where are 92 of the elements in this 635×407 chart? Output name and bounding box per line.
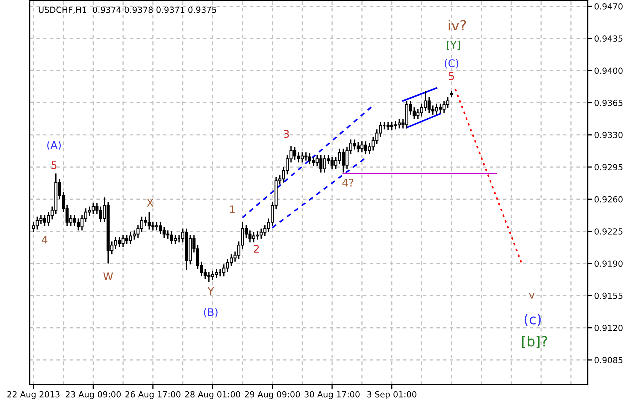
annotation: W (104, 272, 114, 280)
x-tick-label: 30 Aug 17:00 (304, 391, 360, 400)
candlestick (338, 148, 342, 166)
candlestick (300, 152, 304, 164)
candlestick (252, 232, 256, 244)
candlestick (327, 154, 330, 166)
candlestick (144, 216, 148, 227)
candlestick (293, 146, 297, 161)
candlestick (364, 140, 368, 156)
annotation: [b]? (522, 336, 548, 348)
candlestick (99, 206, 102, 224)
annotation: 3 (284, 130, 290, 138)
candlestick (92, 202, 95, 215)
candlestick (76, 218, 80, 232)
candlestick (122, 234, 125, 248)
candlestick (308, 152, 312, 166)
candlestick (356, 142, 360, 154)
y-tick-label: 0.9190 (594, 260, 623, 268)
candlestick (379, 122, 382, 138)
candlestick (114, 236, 118, 250)
candlestick (226, 258, 230, 273)
candlestick (126, 234, 129, 246)
y-tick-label: 0.9400 (594, 68, 623, 74)
annotation: 5 (449, 72, 454, 80)
candlestick (73, 214, 76, 227)
candlestick (368, 142, 372, 156)
annotation: (B) (204, 308, 218, 318)
x-tick-label: 22 Aug 2013 (8, 391, 60, 400)
annotation: iv? (448, 20, 466, 31)
annotation: 4 (42, 236, 48, 244)
candlestick (211, 270, 214, 281)
candlestick (43, 214, 46, 227)
annotation: 4? (342, 178, 354, 187)
annotation: v (529, 293, 535, 299)
candlestick (264, 224, 267, 237)
annotation: [Y] (447, 40, 460, 50)
y-tick-label: 0.9155 (594, 292, 623, 300)
candlestick (260, 228, 263, 240)
candlestick (439, 103, 442, 114)
annotation: X (147, 199, 154, 207)
candlestick (304, 152, 308, 162)
y-tick-label: 0.9120 (594, 325, 623, 332)
x-tick-label: 28 Aug 01:00 (185, 391, 240, 400)
annotation: 5 (52, 162, 57, 170)
annotation: Y (208, 287, 214, 296)
y-tick-label: 0.9225 (594, 228, 623, 235)
x-tick-label: 29 Aug 09:00 (245, 391, 300, 400)
candlestick (330, 156, 334, 170)
y-tick-label: 0.9330 (594, 132, 623, 138)
candlestick (208, 271, 211, 283)
annotation: 1 (230, 206, 235, 214)
candlestick (256, 230, 260, 240)
candlestick (405, 100, 409, 130)
y-tick-label: 0.9295 (594, 164, 623, 171)
candlestick (312, 156, 316, 167)
candlestick (36, 216, 40, 230)
candlestick (316, 154, 319, 167)
annotation: (A) (48, 141, 61, 150)
candlestick (342, 148, 346, 174)
candlestick (323, 154, 326, 174)
candlestick (435, 103, 438, 116)
text: USDCHF,H1 0.9374 0.9378 0.9371 0.9375 (39, 6, 216, 14)
annotation: 2 (254, 245, 260, 253)
x-tick-label: 26 Aug 17:00 (126, 391, 181, 400)
candlestick (353, 139, 356, 150)
candlestick (360, 140, 364, 154)
candlestick (174, 234, 178, 246)
candlestick (96, 202, 99, 215)
annotation: (c) (524, 314, 541, 326)
candlestick (215, 268, 218, 280)
y-tick-label: 0.9085 (594, 357, 623, 364)
y-tick-label: 0.9435 (594, 36, 623, 42)
candlestick (159, 222, 162, 235)
candlestick (129, 232, 132, 246)
y-tick-label: 0.9260 (594, 196, 623, 203)
annotation: (C) (444, 59, 459, 69)
candlestick (47, 212, 50, 227)
candlestick (188, 234, 192, 266)
candlestick (398, 118, 402, 130)
y-tick-label: 0.9470 (594, 3, 623, 10)
candlestick (450, 90, 454, 98)
x-tick-label: 3 Sep 01:00 (368, 391, 417, 400)
candlestick (442, 100, 446, 114)
x-tick-label: 23 Aug 09:00 (66, 391, 121, 400)
y-tick-label: 0.9365 (594, 100, 623, 106)
candlestick (170, 230, 174, 246)
candlestick (162, 226, 166, 239)
candlestick (416, 108, 420, 120)
candlestick (320, 154, 323, 174)
candlestick (148, 212, 151, 230)
candlestick (118, 236, 122, 248)
candlestick (446, 96, 450, 110)
